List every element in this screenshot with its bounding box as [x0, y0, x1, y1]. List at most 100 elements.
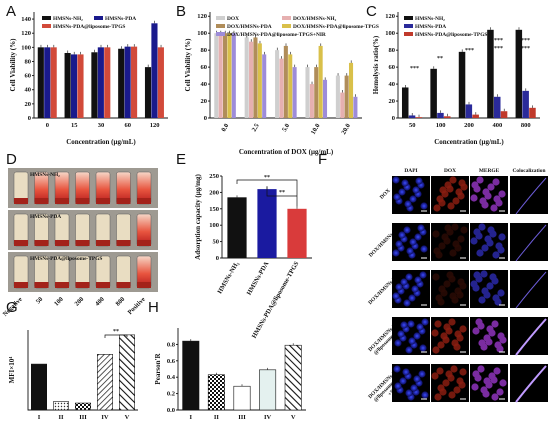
bar — [157, 47, 164, 119]
y-tick-label: 20 — [389, 98, 396, 105]
cell-nucleus — [413, 332, 421, 340]
significance-label: *** — [465, 48, 474, 54]
bar — [64, 52, 71, 119]
cell-nucleus — [478, 296, 486, 304]
y-tick-label: 200 — [209, 189, 219, 196]
cell-nucleus — [453, 386, 461, 394]
x-tick-label: 15 — [71, 122, 78, 129]
chart-a-cell-viability: 0 20 40 60 80 100 120 140 0 15 30 60 120 Concentratio… — [9, 12, 168, 146]
chart-g-mfi: I II III IV V**MFI×10⁴ — [8, 329, 138, 421]
tube-sediment — [137, 240, 151, 246]
tube-sediment — [14, 240, 28, 246]
bar — [465, 104, 473, 118]
legend-swatch — [216, 32, 225, 36]
bar — [487, 29, 494, 119]
bar — [44, 47, 51, 119]
cell-nucleus — [438, 285, 446, 293]
cell-nucleus — [475, 318, 483, 326]
y-tick-label: 0.8 — [167, 341, 176, 348]
cell-nucleus — [493, 195, 501, 203]
panel-label-d: D — [6, 151, 17, 168]
cell-nucleus — [409, 195, 417, 203]
tube-sediment — [96, 282, 110, 288]
cell-nucleus — [392, 176, 400, 184]
tube-sediment — [14, 198, 28, 204]
y-tick-label: 120 — [21, 30, 31, 37]
x-tick-label: 50 — [409, 122, 416, 129]
significance-label: ** — [279, 190, 285, 196]
cell-nucleus — [478, 339, 486, 347]
cell-nucleus — [488, 372, 496, 380]
legend-swatch — [42, 24, 51, 28]
cell-nucleus — [455, 188, 463, 196]
cell-nucleus — [481, 287, 489, 295]
legend-swatch — [404, 24, 413, 28]
cell-nucleus — [415, 177, 423, 185]
x-tick-label: V — [125, 414, 130, 421]
cell-nucleus — [444, 224, 452, 232]
cell-nucleus — [402, 368, 410, 376]
bar — [288, 54, 293, 118]
x-tick-label: 120 — [150, 122, 160, 129]
y-tick-label: 60 — [201, 64, 208, 71]
y-tick-label: 40 — [25, 87, 32, 94]
cell-nucleus — [444, 181, 452, 189]
legend-swatch — [282, 24, 291, 28]
x-tick-label: HMSNs-PDA — [246, 260, 271, 296]
y-tick-label: 0.2 — [167, 391, 175, 398]
y-tick-label: 140 — [21, 16, 31, 23]
bar — [118, 48, 125, 118]
panel-label-g: G — [6, 299, 18, 316]
cell-nucleus — [394, 382, 402, 390]
tube-sediment — [14, 282, 28, 288]
legend-swatch — [94, 16, 103, 20]
tube-sediment — [75, 282, 90, 288]
x-tick-label: 0 — [46, 122, 49, 129]
bar — [151, 23, 158, 118]
cell-nucleus — [408, 294, 416, 302]
panel-label-h: H — [148, 299, 159, 316]
x-tick-label: 200 — [464, 122, 474, 129]
cell-nucleus — [484, 235, 492, 243]
cell-nucleus — [476, 176, 484, 184]
y-tick-label: 0.6 — [167, 358, 176, 365]
panel-label-a: A — [6, 3, 16, 20]
cell-nucleus — [397, 330, 405, 338]
y-tick-label: 100 — [197, 30, 207, 37]
bar — [275, 50, 280, 118]
cell-nucleus — [445, 370, 453, 378]
cell-nucleus — [414, 276, 422, 284]
cell-nucleus — [392, 292, 400, 300]
colocalization-curve — [515, 318, 547, 356]
cell-nucleus — [483, 377, 491, 385]
cell-nucleus — [420, 245, 428, 253]
cell-nucleus — [492, 178, 500, 186]
bar — [493, 96, 501, 118]
significance-label: *** — [494, 38, 503, 44]
bar — [322, 79, 328, 118]
x-axis-label: Concentration (μg/mL) — [66, 138, 136, 146]
significance-bracket — [104, 334, 128, 338]
bar — [77, 54, 84, 118]
y-tick-label: 0 — [392, 115, 395, 122]
row-label: HMSNs-PDA@liposome-TPGS — [30, 256, 102, 262]
cell-nucleus — [470, 237, 478, 245]
cell-nucleus — [459, 325, 467, 333]
cell-nucleus — [434, 320, 442, 328]
cell-nucleus — [473, 271, 481, 279]
x-tick-label: 400 — [493, 122, 503, 129]
cell-nucleus — [495, 242, 503, 250]
cell-nucleus — [432, 273, 440, 281]
cell-nucleus — [498, 233, 506, 241]
bar — [249, 41, 254, 118]
cell-nucleus — [392, 249, 400, 257]
cell-nucleus — [497, 289, 505, 297]
bar — [131, 46, 138, 119]
y-tick-label: 0 — [28, 115, 31, 122]
x-axis-label: Concentration (μg/mL) — [434, 138, 504, 146]
significance-label: *** — [521, 38, 530, 44]
cell-nucleus — [477, 365, 485, 373]
y-tick-label: 80 — [389, 47, 396, 54]
